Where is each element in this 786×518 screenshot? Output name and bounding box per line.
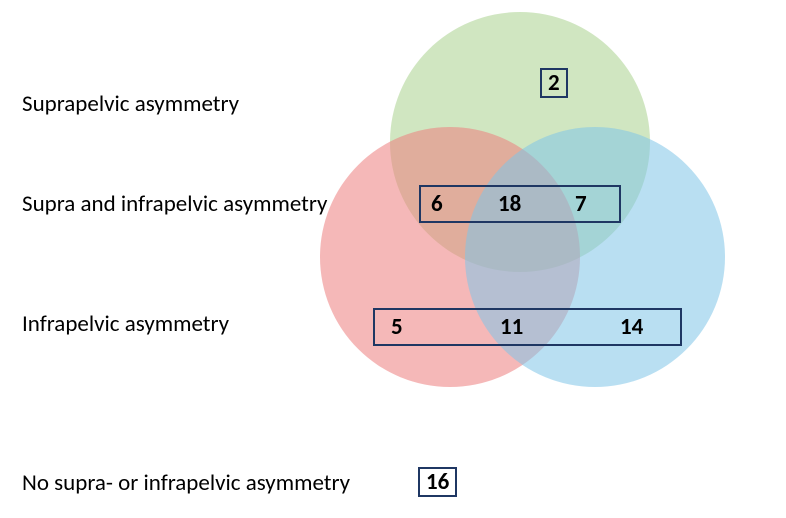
value-center: 18 bbox=[498, 190, 521, 218]
value-top-left: 6 bbox=[431, 190, 443, 218]
value-top-right: 7 bbox=[575, 190, 587, 218]
label-suprapelvic: Suprapelvic asymmetry bbox=[22, 90, 239, 118]
value-none: 16 bbox=[418, 467, 457, 497]
label-infrapelvic: Infrapelvic asymmetry bbox=[22, 310, 229, 338]
value-left-only: 5 bbox=[391, 313, 403, 341]
value-top-only: 2 bbox=[540, 68, 568, 98]
value-left-right: 11 bbox=[500, 313, 523, 341]
venn-circle-right bbox=[465, 127, 725, 387]
value-right-only: 14 bbox=[620, 313, 643, 341]
label-none: No supra- or infrapelvic asymmetry bbox=[22, 469, 350, 497]
value-top-only-text: 2 bbox=[540, 68, 568, 98]
value-none-text: 16 bbox=[418, 467, 457, 497]
label-supra-and-infra: Supra and infrapelvic asymmetry bbox=[22, 190, 327, 218]
